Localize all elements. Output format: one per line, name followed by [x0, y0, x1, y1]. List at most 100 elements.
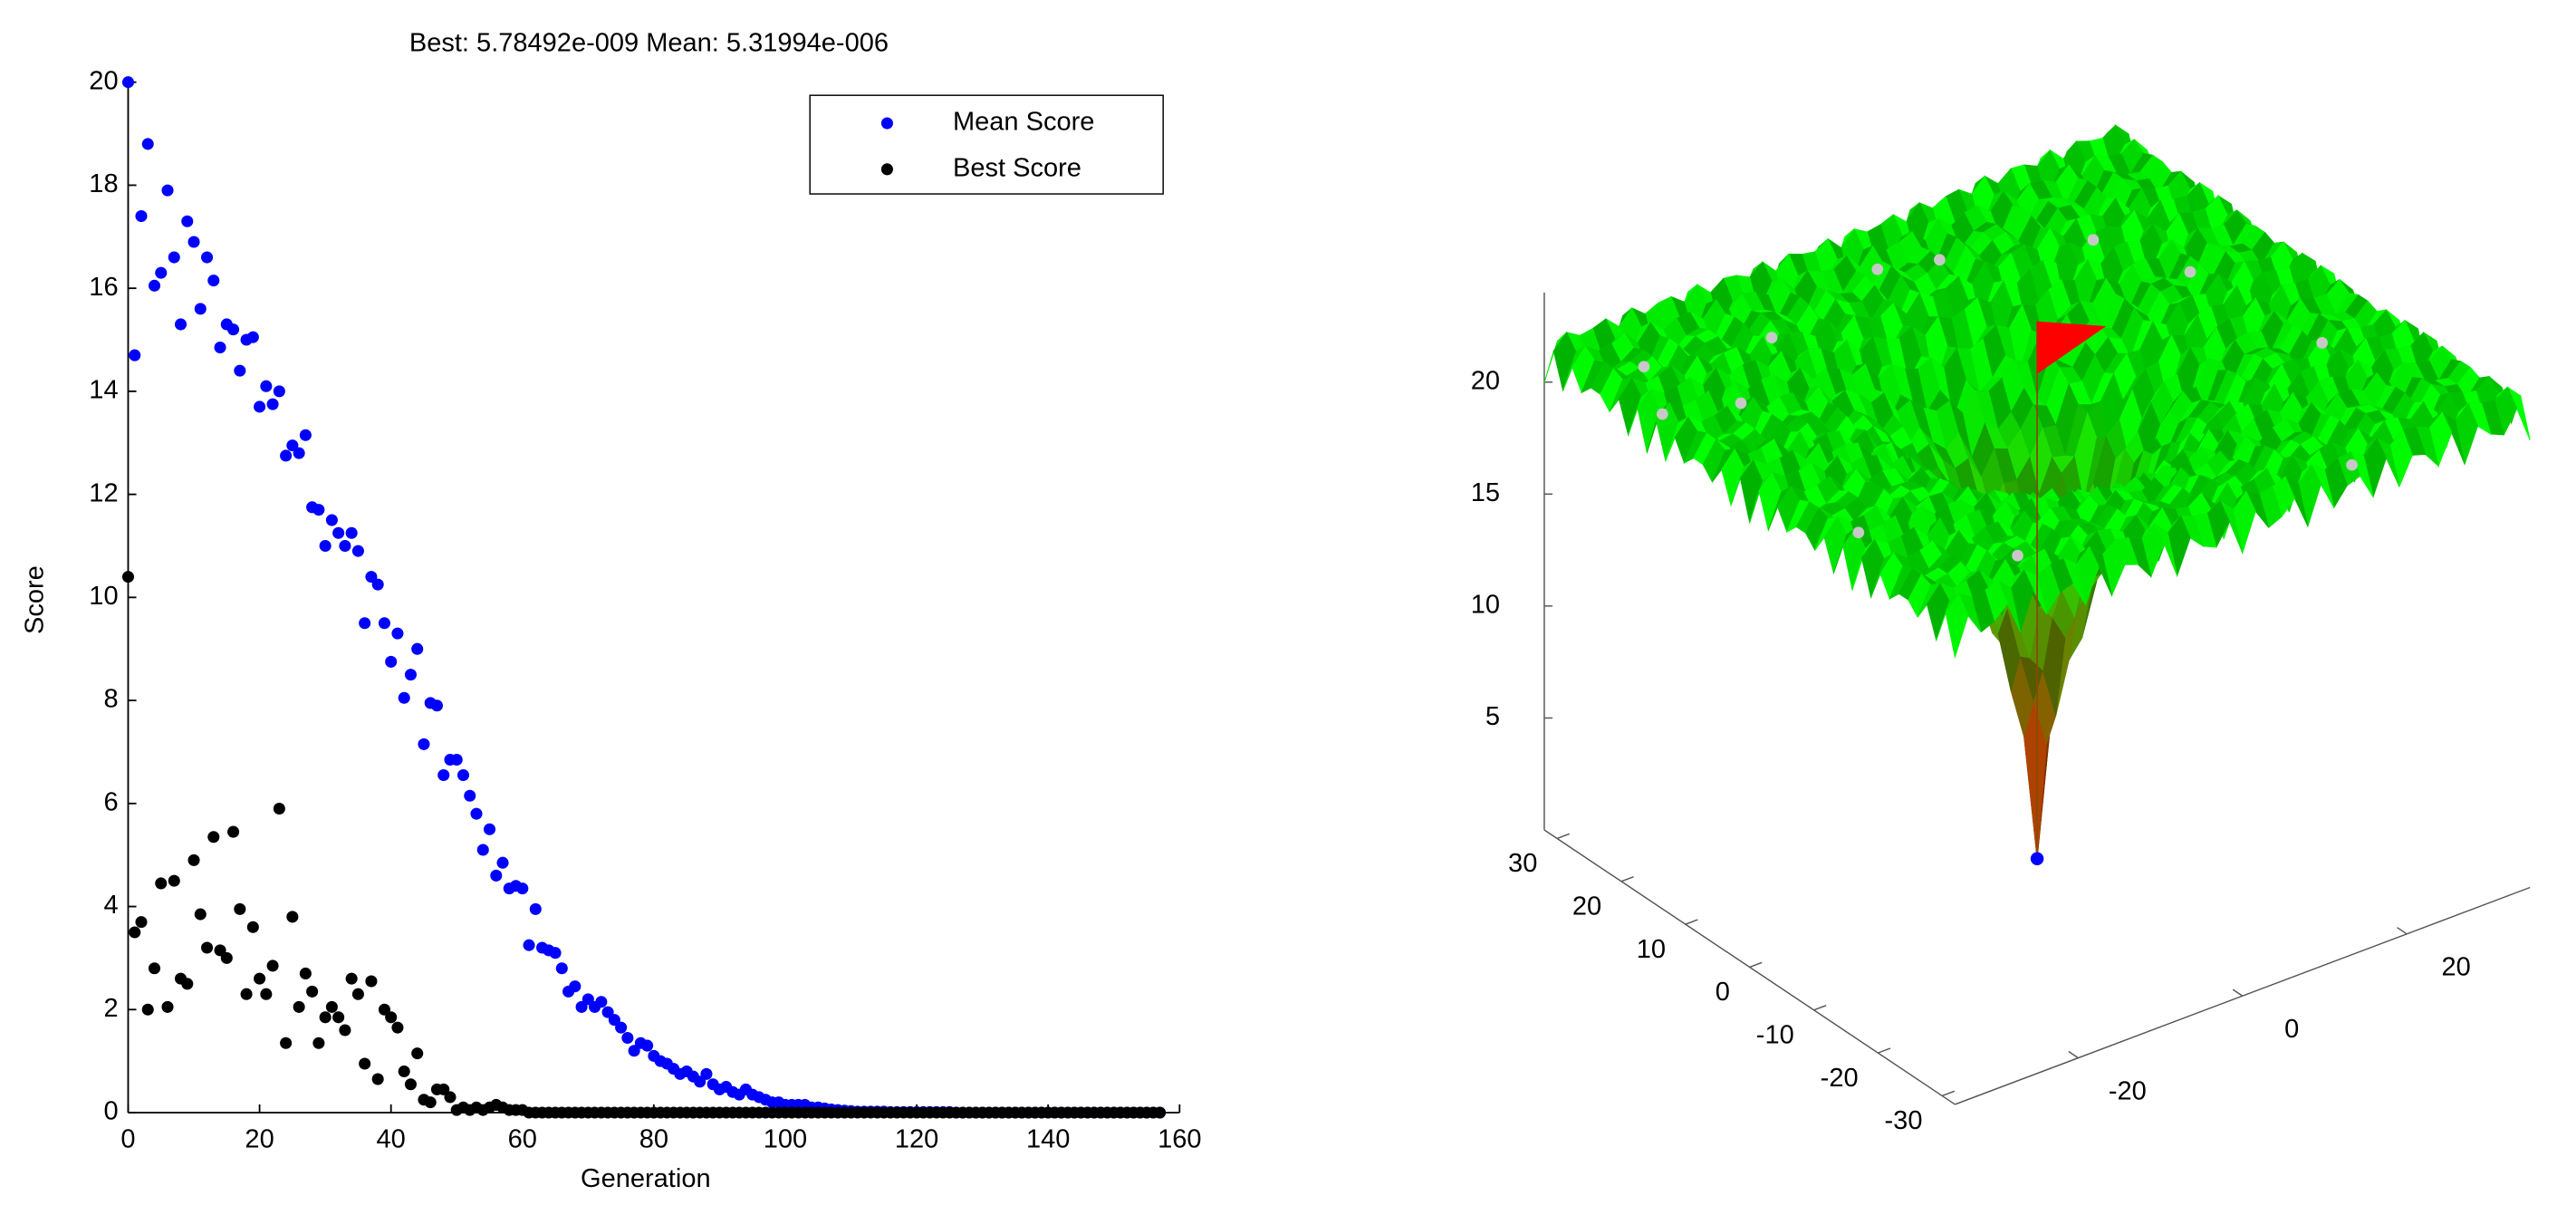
data-point — [325, 514, 338, 526]
population-point — [2012, 549, 2023, 562]
x-tick-label: 100 — [764, 1125, 807, 1154]
data-point — [155, 266, 168, 279]
data-point — [246, 921, 259, 933]
x-tick — [2232, 988, 2244, 997]
data-point — [194, 908, 207, 921]
data-point — [148, 962, 161, 975]
data-point — [332, 1011, 345, 1024]
z-tick-label: 5 — [1485, 702, 1500, 731]
data-point — [194, 303, 207, 315]
x-tick-label: 140 — [1026, 1125, 1070, 1154]
data-point — [464, 789, 476, 802]
data-point — [214, 342, 226, 354]
legend-marker — [880, 163, 893, 176]
data-point — [555, 962, 568, 975]
data-point — [227, 825, 240, 838]
data-point — [293, 1000, 305, 1013]
data-point — [129, 349, 141, 362]
data-point — [391, 627, 404, 640]
population-point — [1735, 397, 1747, 410]
data-point — [339, 1024, 351, 1037]
y-tick-label: 6 — [103, 787, 118, 816]
data-point — [135, 210, 148, 223]
data-point — [371, 578, 384, 591]
population-point — [2184, 265, 2196, 278]
data-point — [141, 138, 154, 150]
data-point — [404, 669, 417, 681]
data-point — [549, 947, 562, 959]
data-point — [240, 988, 253, 1000]
data-point — [332, 526, 345, 539]
y-tick-label: 0 — [103, 1097, 118, 1126]
data-point — [496, 856, 509, 869]
data-point — [214, 944, 226, 957]
data-point — [319, 539, 332, 553]
data-point — [569, 980, 582, 993]
data-point — [201, 251, 214, 264]
data-point — [339, 539, 351, 553]
data-point — [523, 939, 535, 951]
data-point — [181, 215, 194, 227]
data-point — [437, 1083, 450, 1095]
y-tick-label: 8 — [103, 685, 118, 714]
best-point — [2030, 852, 2044, 866]
y-tick-label: 16 — [89, 273, 118, 302]
data-point — [187, 236, 200, 248]
data-point — [391, 1021, 404, 1034]
data-point — [365, 571, 378, 583]
data-point — [418, 738, 430, 750]
data-point — [490, 869, 503, 882]
data-point — [398, 691, 410, 704]
data-point — [595, 996, 608, 1008]
data-point — [280, 1037, 293, 1049]
data-point — [398, 1065, 410, 1078]
x-tick-label: 20 — [245, 1125, 274, 1154]
data-point — [345, 972, 358, 985]
data-point — [345, 526, 358, 539]
data-point — [516, 882, 529, 895]
data-point — [141, 1003, 154, 1016]
y-tick-label: 20 — [89, 66, 118, 95]
data-point — [174, 318, 187, 331]
data-point — [293, 447, 305, 459]
y-tick-label: 10 — [89, 582, 118, 611]
data-point — [201, 941, 214, 954]
data-point — [273, 802, 285, 815]
data-point — [266, 959, 279, 972]
x-tick-label: 20 — [2441, 953, 2470, 982]
data-point — [168, 874, 180, 887]
y-tick — [1878, 1047, 1891, 1054]
y-tick — [1941, 1090, 1956, 1097]
data-point — [628, 1045, 640, 1057]
data-point — [359, 1057, 371, 1070]
data-point — [430, 699, 443, 712]
data-point — [601, 1006, 614, 1018]
data-point — [437, 768, 450, 782]
data-point — [254, 400, 266, 413]
x-tick-label: 120 — [895, 1125, 938, 1154]
data-point — [227, 323, 240, 336]
data-point — [483, 823, 496, 835]
surface-plot: -20 0 20 -30 -20 -10 0 10 20 30 5 10 15 20 — [1471, 124, 2531, 1135]
population-point — [1871, 263, 1884, 275]
y-tick — [1749, 961, 1763, 969]
legend-label: Best Score — [953, 154, 1081, 183]
y-tick-label: 0 — [1716, 978, 1730, 1007]
population-point — [2316, 337, 2329, 349]
population-point — [1765, 332, 1778, 344]
x-tick-label: 160 — [1158, 1125, 1201, 1154]
legend-label: Mean Score — [953, 108, 1094, 137]
y-tick-label: 10 — [1637, 935, 1666, 964]
data-point — [168, 251, 180, 264]
data-point — [325, 1000, 338, 1013]
population-point — [2087, 234, 2100, 246]
data-point — [273, 385, 285, 398]
data-point — [411, 1047, 424, 1060]
data-point — [378, 1003, 390, 1016]
data-point — [385, 1011, 398, 1024]
z-tick-label: 15 — [1471, 478, 1500, 507]
y-tick — [1620, 875, 1634, 882]
data-point — [312, 504, 325, 516]
y-tick — [1813, 1004, 1827, 1011]
